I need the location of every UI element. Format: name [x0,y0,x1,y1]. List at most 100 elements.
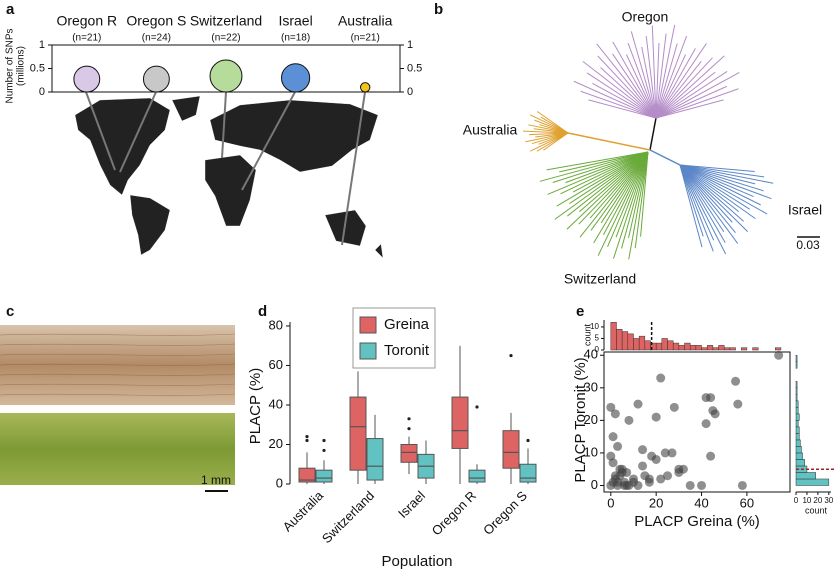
hist-bar [795,478,830,486]
snp-bubble [209,59,243,93]
scatter-point [774,350,784,360]
tree-branch [573,80,657,119]
tree-branch [554,151,649,220]
tree-branch [679,164,739,244]
tree-branch [547,151,649,195]
tree-branch [615,151,649,238]
tree-branch [582,61,657,119]
tree-branch [679,164,774,184]
scatter-point [633,399,643,409]
scatter-point [628,477,638,487]
outlier [305,438,309,443]
hist-bar [795,426,800,434]
hist-bar [795,433,800,441]
legend-swatch [359,316,377,334]
tree-branch [679,164,756,220]
tree-branch [630,31,657,119]
x-tick-label: 20 [813,496,822,505]
hist-bar [638,335,646,351]
hist-bar [689,345,697,351]
scatter-point [651,412,661,422]
box [502,430,520,469]
box [349,396,367,471]
y-tick-label: 10 [584,444,598,459]
tree-branch [628,151,649,238]
tree-branch [655,85,727,119]
panel-label: c [6,303,14,320]
tree-branch [625,54,657,119]
y-tick-label: 10 [590,322,599,331]
scatter-point [706,451,716,461]
tree-label: Israel [788,202,822,218]
legend [352,307,436,369]
tree-branch [679,164,764,192]
outlier [526,438,530,443]
tree-branch [679,164,715,241]
outlier [322,438,326,443]
tree-branch [679,164,765,178]
hist-bar [667,340,674,351]
panel-label: b [434,1,443,18]
category-label: Switzerland [190,13,262,29]
category-label: Oregon S [126,13,186,29]
hist-bar [795,361,798,369]
category-label: Australia [338,13,393,29]
legend-swatch [359,342,377,360]
tree-branch [612,41,657,119]
tree-branch [679,164,733,223]
outlier [322,448,326,453]
tree-branch [640,151,649,237]
box [400,443,418,463]
hist-bar [795,446,802,454]
x-tick-label: Israel [395,488,428,521]
hist-bar [633,338,640,351]
y-tick-label: 1 [39,39,45,51]
scatter-point [617,467,627,477]
tree-branch [649,149,681,166]
hist-bar [795,472,816,480]
scatter-point [663,471,673,481]
scatter-point [701,419,711,429]
tree-branch [531,132,569,145]
tree-branch [566,151,649,230]
tree-branch [641,46,657,119]
y-tick-label: 40 [584,347,598,362]
scatter-point [638,461,648,471]
tree-branch [655,61,702,119]
tree-branch [580,90,657,119]
tree-branch [679,164,761,206]
tree-label: Oregon [622,9,669,25]
hist-bar [729,347,736,351]
tree-branch [679,164,704,237]
tree-branch [679,164,768,215]
x-tick-label: Australia [280,487,327,534]
tree-branch [679,164,749,233]
hist-bar [723,347,731,351]
tree-branch [679,164,725,233]
tree-branch [649,117,657,151]
tree-label: Australia [463,122,518,138]
y-tick-label: 40 [269,396,283,411]
tree-branch [655,48,696,119]
hist-bar [621,331,629,351]
box [451,396,469,449]
tree-branch [679,164,755,173]
tree-branch [679,164,754,198]
tree-branch [655,71,728,119]
scatter-point [608,458,618,468]
hist-bar [627,333,634,351]
tree-branch [679,164,736,233]
tree-branch [655,43,660,119]
tree-branch [655,24,676,119]
box [315,469,333,483]
tree-branch [613,151,649,259]
hist-label: count [805,505,828,515]
scatter-point [656,474,666,484]
outlier [407,427,411,431]
y-tick-label: 30 [584,379,598,394]
sample-size: (n=22) [211,33,240,44]
hist-label: count [582,323,592,346]
tree-branch [560,151,649,195]
hist-bar [795,394,798,402]
